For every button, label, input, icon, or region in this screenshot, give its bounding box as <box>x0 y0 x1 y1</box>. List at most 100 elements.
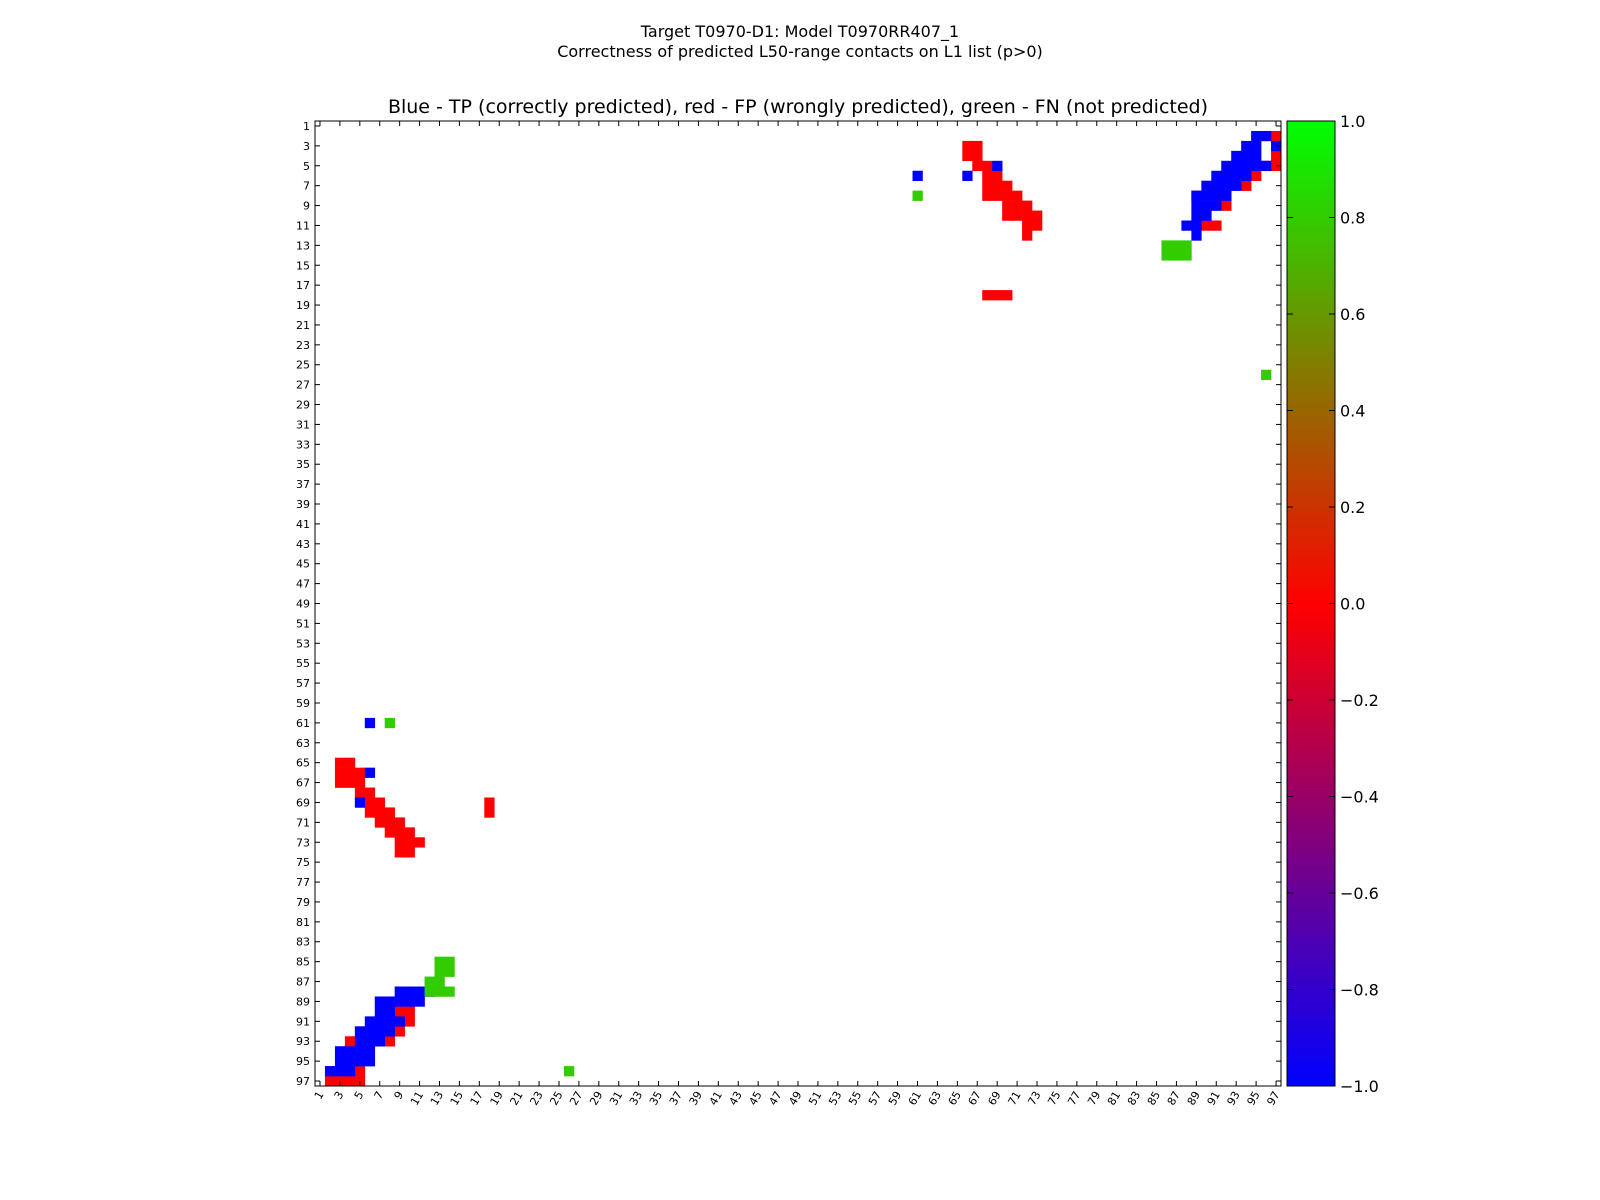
axes-title: Blue - TP (correctly predicted), red - F… <box>388 96 1208 118</box>
fp-cell <box>1022 210 1033 221</box>
tp-cell <box>1231 160 1242 172</box>
y-tick-label: 25 <box>296 359 310 372</box>
x-axis-ticks: 1 3 5 7 9 11 13 15 17 19 21 23 25 27 29 31 33 35 37 39 41 43 4… <box>312 121 1283 1108</box>
fp-cell <box>384 807 395 818</box>
fp-cell <box>334 777 346 788</box>
fn-cell <box>1171 250 1182 261</box>
fn-cell <box>424 976 435 987</box>
x-tick-label: 85 <box>1145 1089 1163 1108</box>
fn-cell <box>912 190 923 201</box>
x-tick-label: 3 <box>332 1089 347 1102</box>
tp-cell <box>1191 220 1202 231</box>
fp-cell <box>354 777 366 788</box>
tp-cell <box>1251 150 1262 162</box>
x-tick-label: 95 <box>1244 1089 1262 1108</box>
tp-cell <box>1221 180 1232 191</box>
y-tick-label: 23 <box>296 339 310 352</box>
tp-cell <box>374 1016 386 1027</box>
tp-cell <box>1191 230 1202 241</box>
fp-cell <box>404 1006 415 1017</box>
tp-cell <box>1241 170 1252 181</box>
x-tick-label: 5 <box>352 1089 367 1102</box>
tp-cell <box>384 1026 395 1037</box>
fp-cell <box>394 1026 405 1037</box>
x-tick-label: 87 <box>1165 1089 1183 1108</box>
tp-cell <box>992 160 1003 172</box>
tp-cell <box>1191 190 1202 201</box>
y-tick-label: 1 <box>303 120 310 133</box>
x-tick-label: 93 <box>1225 1089 1243 1108</box>
fp-cell <box>334 767 346 778</box>
y-tick-label: 17 <box>296 279 310 292</box>
x-tick-label: 11 <box>408 1089 426 1108</box>
tp-cell <box>384 1006 395 1017</box>
x-tick-label: 65 <box>946 1089 964 1108</box>
y-tick-label: 51 <box>296 617 310 630</box>
tp-cell <box>1201 210 1212 221</box>
fp-cell <box>992 180 1003 191</box>
tp-cell <box>1241 140 1252 152</box>
fp-cell <box>484 807 495 818</box>
tp-cell <box>404 986 415 997</box>
colorbar <box>1286 120 1336 1087</box>
fn-cell <box>563 1066 575 1077</box>
colorbar-tick-label: −0.2 <box>1340 691 1379 710</box>
x-tick-label: 83 <box>1125 1089 1143 1108</box>
y-tick-label: 5 <box>303 160 310 173</box>
fp-cell <box>384 1036 395 1047</box>
y-tick-label: 91 <box>296 1015 310 1028</box>
y-tick-label: 77 <box>296 876 310 889</box>
tp-cell <box>394 996 405 1007</box>
fp-cell <box>394 1006 405 1017</box>
fn-cell <box>434 986 445 997</box>
y-tick-label: 87 <box>296 976 310 989</box>
fp-cell <box>354 1066 366 1077</box>
y-tick-label: 83 <box>296 936 310 949</box>
y-tick-label: 97 <box>296 1075 310 1088</box>
y-tick-label: 43 <box>296 538 310 551</box>
tp-cell <box>324 1066 336 1077</box>
fp-cell <box>374 807 386 818</box>
tp-cell <box>394 986 405 997</box>
x-tick-label: 17 <box>468 1089 486 1108</box>
tp-cell <box>404 996 415 1007</box>
tp-cell <box>374 1006 386 1017</box>
fp-cell <box>1032 220 1043 231</box>
tp-cell <box>1181 220 1192 231</box>
tp-cell <box>1231 170 1242 181</box>
fp-cell <box>1012 210 1023 221</box>
fp-cell <box>1022 220 1033 231</box>
fp-cell <box>394 837 405 848</box>
x-tick-label: 71 <box>1005 1089 1023 1108</box>
fp-cell <box>1241 180 1252 191</box>
y-tick-label: 21 <box>296 319 310 332</box>
x-tick-label: 43 <box>727 1089 745 1108</box>
fp-cell <box>344 1076 356 1087</box>
x-tick-label: 61 <box>906 1089 924 1108</box>
tp-cell <box>374 996 386 1007</box>
fp-cell <box>1022 230 1033 241</box>
fp-cell <box>354 787 366 798</box>
tp-cell <box>1251 130 1262 142</box>
x-tick-label: 25 <box>547 1089 565 1108</box>
fn-cell <box>1171 240 1182 251</box>
contact-cells <box>324 130 1282 1087</box>
fp-cell <box>404 847 415 858</box>
fp-cell <box>1271 150 1282 162</box>
x-tick-label: 31 <box>607 1089 625 1108</box>
fp-cell <box>972 160 983 172</box>
y-tick-label: 93 <box>296 1035 310 1048</box>
x-tick-label: 29 <box>587 1089 605 1108</box>
tp-cell <box>364 717 376 729</box>
fp-cell <box>364 797 376 808</box>
y-tick-label: 29 <box>296 399 310 412</box>
fn-cell <box>1181 240 1192 251</box>
y-tick-label: 35 <box>296 458 310 471</box>
x-tick-label: 33 <box>627 1089 645 1108</box>
fp-cell <box>1012 200 1023 211</box>
fp-cell <box>374 817 386 828</box>
fp-cell <box>394 817 405 828</box>
fp-cell <box>962 150 973 162</box>
fp-cell <box>344 777 356 788</box>
